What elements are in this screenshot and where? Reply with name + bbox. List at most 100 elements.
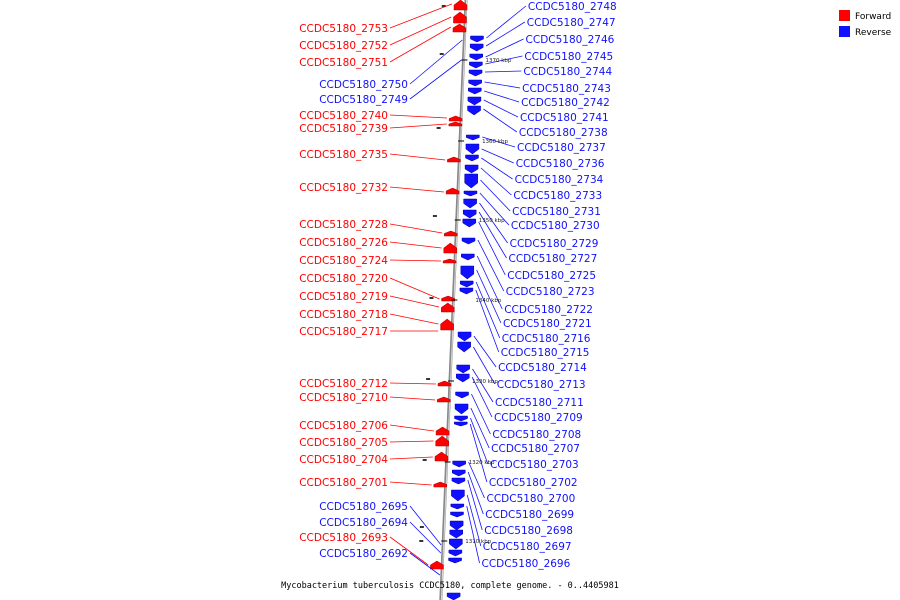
- forward-gene-block: [437, 396, 451, 403]
- leader-line: [473, 335, 497, 368]
- reverse-gene-block: [454, 421, 468, 427]
- leader-line: [481, 148, 514, 164]
- reverse-gene-block: [450, 503, 465, 510]
- leader-line: [485, 38, 524, 58]
- reverse-gene-block: [446, 592, 461, 600]
- gene-label: CCDC5180_2733: [513, 190, 602, 202]
- gene-label: CCDC5180_2718: [299, 309, 388, 321]
- leader-line: [468, 461, 485, 499]
- reverse-gene-block: [466, 134, 480, 141]
- gene-label: CCDC5180_2739: [299, 123, 388, 135]
- leader-line: [389, 3, 452, 29]
- reverse-gene-block: [452, 460, 466, 468]
- leader-line: [467, 479, 483, 531]
- reverse-gene-block: [454, 403, 469, 415]
- gene-label: CCDC5180_2709: [494, 412, 583, 424]
- leader-line: [409, 39, 463, 85]
- leader-line: [471, 376, 493, 418]
- gene-label: CCDC5180_2698: [484, 525, 573, 537]
- leader-line: [483, 99, 519, 118]
- leader-line: [475, 281, 501, 339]
- label-leader-lines: [389, 3, 527, 576]
- leader-line: [466, 505, 480, 564]
- forward-gene-block: [448, 121, 463, 127]
- gene-label: CCDC5180_2697: [483, 541, 572, 553]
- gene-label: CCDC5180_2719: [299, 291, 388, 303]
- gene-label: CCDC5180_2732: [299, 182, 388, 194]
- reverse-gene-block: [465, 154, 479, 162]
- leader-line: [389, 259, 442, 262]
- gene-label: CCDC5180_2730: [511, 220, 600, 232]
- reverse-gene-block: [463, 190, 478, 197]
- gene-label: CCDC5180_2742: [521, 97, 610, 109]
- leader-line: [484, 90, 520, 103]
- gene-label: CCDC5180_2750: [319, 79, 408, 91]
- leader-line: [476, 269, 502, 324]
- gene-label: CCDC5180_2729: [510, 238, 599, 250]
- gene-label: CCDC5180_2712: [299, 378, 388, 390]
- leader-line: [389, 114, 448, 119]
- gene-label: CCDC5180_2720: [299, 273, 388, 285]
- forward-gene-block: [435, 435, 449, 447]
- gene-label: CCDC5180_2734: [515, 174, 604, 186]
- leader-line: [389, 223, 443, 234]
- gene-label: CCDC5180_2751: [299, 57, 388, 69]
- reverse-gene-block: [451, 477, 466, 485]
- gene-label: CCDC5180_2699: [485, 509, 574, 521]
- gene-label: CCDC5180_2753: [299, 23, 388, 35]
- leader-line: [477, 239, 505, 292]
- gene-label: CCDC5180_2722: [504, 304, 593, 316]
- leader-line: [389, 382, 436, 385]
- gene-label: CCDC5180_2723: [506, 286, 595, 298]
- reverse-gene-block: [457, 341, 471, 353]
- gene-label: CCDC5180_2708: [492, 429, 581, 441]
- leader-line: [409, 59, 462, 100]
- leader-line: [480, 179, 511, 212]
- forward-gene-block: [452, 23, 467, 33]
- scale-label: 1360 kbp: [482, 139, 508, 145]
- leader-line: [389, 481, 432, 486]
- scale-label: 1310 kbp: [465, 539, 491, 545]
- leader-line: [389, 26, 452, 63]
- gene-label: CCDC5180_2717: [299, 326, 388, 338]
- forward-gene-block: [430, 560, 444, 570]
- forward-gene-block: [433, 481, 448, 488]
- gene-label: CCDC5180_2696: [482, 558, 571, 570]
- scale-label: 1370 kbp: [485, 58, 511, 64]
- forward-gene-block: [441, 302, 455, 313]
- leader-line: [471, 393, 491, 435]
- gene-label: CCDC5180_2745: [524, 51, 613, 63]
- leader-line: [469, 423, 488, 483]
- leader-line: [484, 70, 522, 73]
- reverse-gene-block: [468, 69, 483, 77]
- gene-label: CCDC5180_2741: [520, 112, 609, 124]
- reverse-gene-block: [454, 415, 468, 422]
- forward-gene-block: [445, 187, 460, 195]
- leader-line: [389, 241, 442, 249]
- leader-line: [389, 295, 440, 308]
- forward-gene-block: [453, 0, 468, 11]
- reverse-gene-block: [469, 43, 484, 52]
- forward-gene-block: [440, 318, 454, 331]
- reverse-gene-block: [449, 520, 464, 531]
- reverse-gene-block: [456, 373, 470, 383]
- gene-label: CCDC5180_2724: [299, 255, 388, 267]
- reverse-gene-block: [452, 469, 466, 477]
- legend-forward-swatch: [839, 10, 850, 21]
- leader-line: [472, 368, 494, 403]
- gene-label: CCDC5180_2735: [299, 149, 388, 161]
- reverse-gene-block: [464, 164, 479, 174]
- gene-label: CCDC5180_2743: [522, 83, 611, 95]
- gene-label: CCDC5180_2749: [319, 94, 408, 106]
- reverse-gene-block: [469, 53, 483, 61]
- leader-line: [478, 221, 506, 276]
- gene-label: CCDC5180_2715: [501, 347, 590, 359]
- scale-marks: 1370 kbp 1360 kbp 1350 kbp 1340 kbp 1330 kbp…: [441, 58, 512, 545]
- leader-line: [389, 313, 439, 325]
- reverse-gene-block: [459, 280, 474, 288]
- gene-label: CCDC5180_2731: [512, 206, 601, 218]
- reverse-gene-block: [459, 287, 474, 295]
- gene-label: CCDC5180_2710: [299, 392, 388, 404]
- reverse-gene-block: [462, 209, 477, 219]
